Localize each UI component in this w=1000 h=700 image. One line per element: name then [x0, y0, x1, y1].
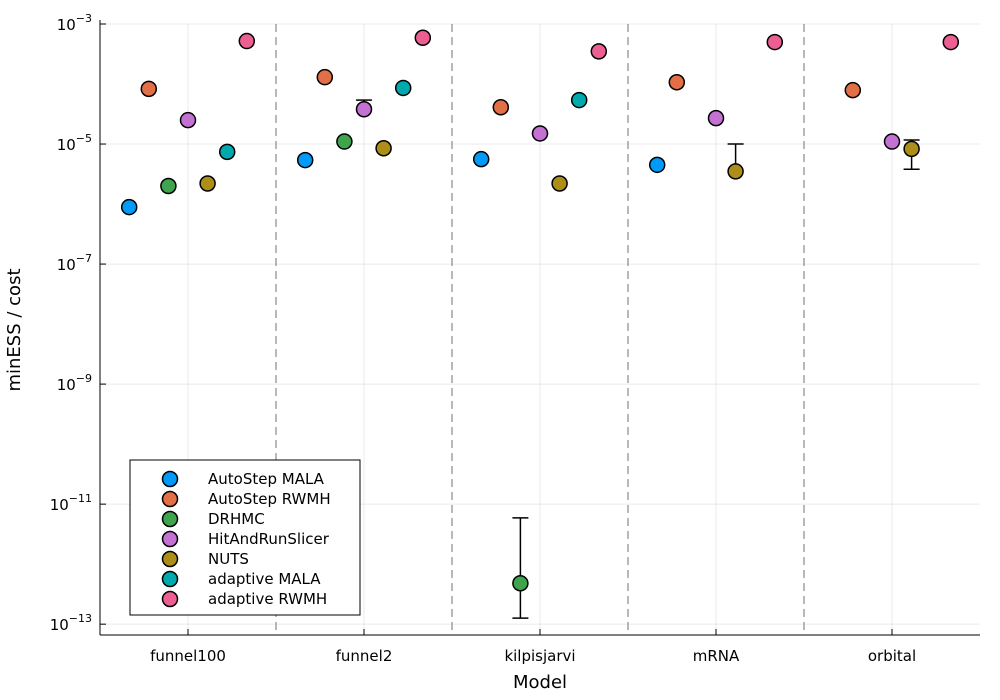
y-tick-exponent: −3 — [76, 12, 92, 25]
legend-label: HitAndRunSlicer — [208, 530, 330, 548]
x-tick-label: funnel100 — [150, 647, 226, 665]
legend-marker — [161, 490, 179, 508]
y-tick-label: 10−5 — [57, 132, 92, 154]
point — [648, 156, 666, 174]
y-tick-base: 10 — [50, 496, 69, 514]
point — [512, 575, 529, 592]
y-tick-label: 10−11 — [50, 492, 92, 514]
point — [492, 99, 510, 116]
legend-marker — [161, 470, 179, 488]
legend-label: NUTS — [208, 550, 249, 568]
y-tick-exponent: −13 — [69, 612, 92, 625]
y-tick-exponent: −5 — [76, 132, 92, 145]
y-tick-label: 10−13 — [50, 612, 92, 634]
x-tick-label: kilpisjarvi — [504, 647, 575, 665]
point — [570, 91, 588, 109]
point — [414, 29, 432, 47]
point — [355, 100, 373, 118]
point — [844, 81, 862, 99]
legend-label: DRHMC — [208, 510, 265, 528]
legend-marker — [161, 570, 179, 588]
point — [551, 175, 568, 192]
point — [942, 33, 960, 51]
point — [336, 133, 353, 150]
legend-label: AutoStep RWMH — [208, 490, 331, 508]
x-tick-label: funnel2 — [336, 647, 393, 665]
y-tick-base: 10 — [57, 136, 76, 154]
point — [316, 68, 334, 86]
point — [296, 151, 314, 169]
y-tick-base: 10 — [57, 16, 76, 34]
point — [883, 133, 901, 150]
point — [218, 143, 236, 161]
point — [590, 43, 608, 60]
x-tick-label: orbital — [868, 647, 916, 665]
legend-marker — [161, 510, 179, 528]
y-tick-exponent: −11 — [69, 492, 92, 505]
point — [199, 175, 216, 192]
y-axis-label: minESS / cost — [4, 268, 25, 391]
x-tick-label: mRNA — [693, 647, 740, 665]
legend-marker — [161, 590, 179, 608]
y-tick-label: 10−9 — [57, 372, 92, 394]
point — [160, 177, 177, 195]
y-tick-base: 10 — [57, 256, 76, 274]
y-tick-label: 10−7 — [57, 252, 92, 274]
point — [707, 109, 725, 127]
point — [727, 163, 744, 180]
point — [394, 79, 412, 97]
point — [120, 198, 138, 216]
point — [472, 150, 490, 168]
y-tick-label: 10−3 — [57, 12, 92, 34]
point — [766, 33, 784, 51]
point — [140, 80, 158, 98]
point — [238, 32, 256, 50]
point — [531, 125, 549, 142]
y-tick-base: 10 — [57, 376, 76, 394]
y-tick-exponent: −7 — [76, 252, 92, 265]
point — [375, 140, 392, 157]
legend-marker — [161, 530, 179, 548]
point — [668, 74, 686, 91]
point — [179, 111, 197, 129]
legend-label: adaptive MALA — [208, 570, 321, 588]
x-axis-label: Model — [513, 672, 567, 693]
legend-label: AutoStep MALA — [208, 470, 325, 488]
y-tick-base: 10 — [50, 616, 69, 634]
legend-marker — [161, 550, 179, 568]
legend-label: adaptive RWMH — [208, 590, 327, 608]
y-tick-exponent: −9 — [76, 372, 92, 385]
point — [903, 140, 920, 158]
